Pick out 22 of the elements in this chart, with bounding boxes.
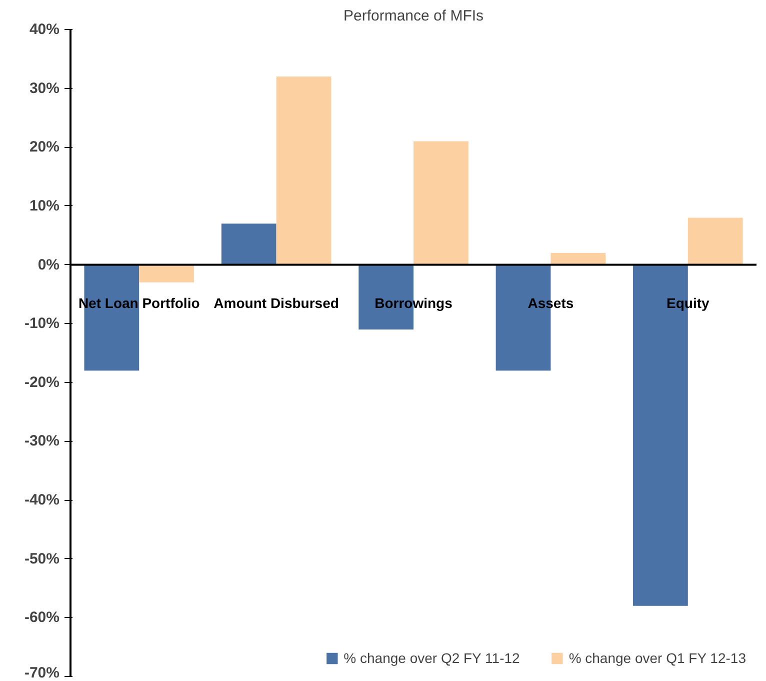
x-tick-label: Amount Disbursed <box>214 294 339 311</box>
y-tick-label: 10% <box>29 197 60 214</box>
y-tick-label: -50% <box>24 550 60 568</box>
bar <box>221 224 276 265</box>
bar <box>688 218 743 265</box>
y-tick-label: -70% <box>24 664 60 681</box>
y-tick-label: -40% <box>24 492 60 509</box>
bar <box>550 253 606 265</box>
legend-label: % change over Q2 FY 11-12 <box>344 650 520 666</box>
y-tick-label: 20% <box>29 138 60 156</box>
bar <box>139 264 194 282</box>
y-tick-label: 40% <box>29 21 60 38</box>
chart-title: Performance of MFIs <box>343 8 484 24</box>
y-tick-label: -20% <box>24 374 60 391</box>
y-tick-label: -60% <box>24 609 60 626</box>
bar <box>276 76 332 265</box>
y-tick-label: 0% <box>38 256 60 274</box>
y-tick-label: 30% <box>29 80 60 97</box>
y-tick-label: -10% <box>24 315 60 332</box>
y-tick-label: -30% <box>24 432 60 450</box>
legend-label: % change over Q1 FY 12-13 <box>568 650 746 666</box>
bar <box>414 141 468 265</box>
